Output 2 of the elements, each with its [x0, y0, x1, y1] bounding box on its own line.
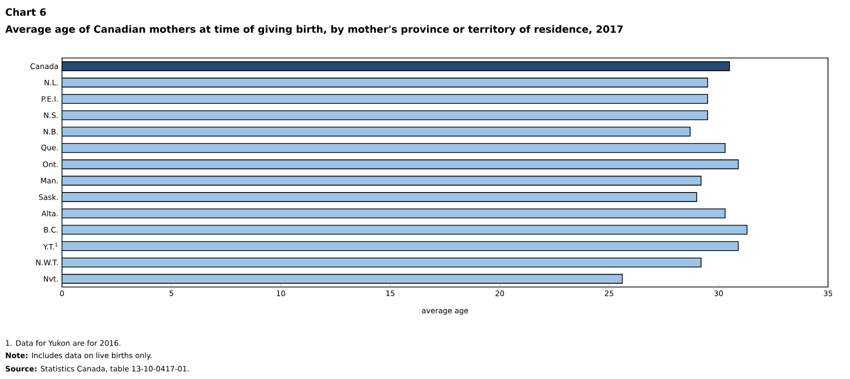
chart-subtitle: Average age of Canadian mothers at time of giving birth, by mother's province or territory of residence, 2017: [5, 25, 623, 35]
chart-title: Chart 6: [6, 8, 46, 16]
